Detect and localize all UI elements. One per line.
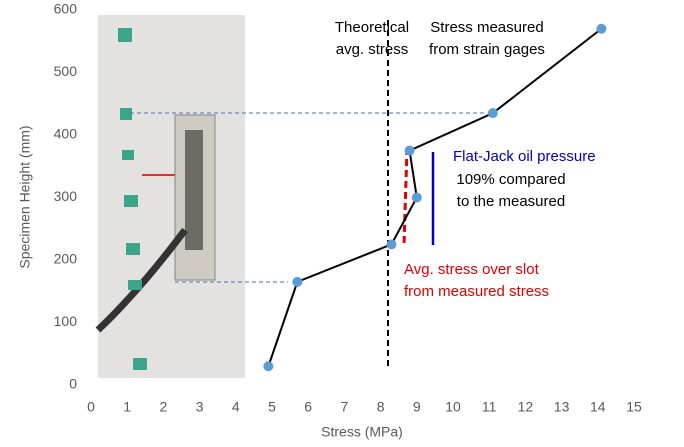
y-tick-label: 400 bbox=[54, 126, 78, 142]
annotation: Avg. stress over slot bbox=[404, 261, 540, 278]
x-tick-label: 7 bbox=[341, 399, 349, 415]
x-tick-label: 13 bbox=[554, 399, 570, 415]
photo bbox=[95, 15, 245, 378]
annotation: 109% compared bbox=[456, 171, 565, 188]
x-tick-label: 1 bbox=[123, 399, 131, 415]
point bbox=[292, 276, 303, 287]
x-tick-label: 2 bbox=[160, 399, 168, 415]
point bbox=[404, 145, 415, 156]
annotation: from measured stress bbox=[404, 283, 549, 300]
annotation: Stress measured bbox=[430, 19, 543, 36]
y-tick-label: 0 bbox=[69, 376, 77, 392]
x-tick-label: 9 bbox=[413, 399, 421, 415]
x-tick-label: 6 bbox=[304, 399, 312, 415]
annotation: Theoretical bbox=[335, 19, 409, 36]
y-tick-label: 500 bbox=[54, 63, 78, 79]
y-tick-label: 300 bbox=[54, 188, 78, 204]
x-tick-label: 15 bbox=[626, 399, 642, 415]
x-tick-label: 12 bbox=[518, 399, 534, 415]
y-tick-label: 200 bbox=[54, 251, 78, 267]
x-tick-label: 11 bbox=[482, 399, 497, 415]
x-tick-label: 8 bbox=[377, 399, 385, 415]
x-tick-label: 10 bbox=[445, 399, 461, 415]
annotation: Flat-Jack oil pressure bbox=[453, 148, 596, 165]
point bbox=[386, 239, 397, 250]
slot-avg-line bbox=[402, 147, 409, 246]
x-tick-label: 4 bbox=[232, 399, 240, 415]
y-axis-label: Specimen Height (mm) bbox=[17, 125, 33, 268]
annotation: avg. stress bbox=[336, 41, 409, 58]
point bbox=[596, 23, 607, 34]
x-axis-label: Stress (MPa) bbox=[321, 424, 403, 440]
annotation: from strain gages bbox=[429, 41, 545, 58]
annotation: to the measured bbox=[457, 193, 565, 210]
x-tick-label: 3 bbox=[196, 399, 204, 415]
point bbox=[487, 108, 498, 119]
y-tick-label: 100 bbox=[54, 313, 78, 329]
point bbox=[263, 361, 274, 372]
y-tick-label: 600 bbox=[54, 1, 78, 17]
x-tick-label: 5 bbox=[268, 399, 276, 415]
x-tick-label: 0 bbox=[87, 399, 95, 415]
x-tick-label: 14 bbox=[590, 399, 606, 415]
point bbox=[411, 192, 422, 203]
